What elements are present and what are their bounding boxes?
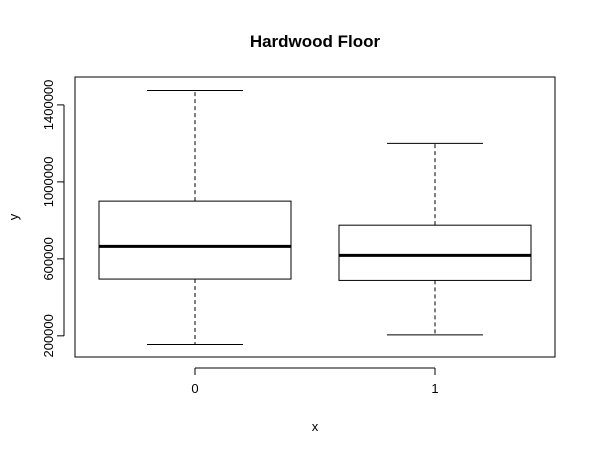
x-tick-label: 0 <box>191 381 198 396</box>
y-tick-label: 1400000 <box>41 80 56 131</box>
x-axis-label: x <box>312 419 319 434</box>
iqr-box <box>338 224 532 281</box>
y-tick-label: 1000000 <box>41 157 56 208</box>
iqr-box <box>98 200 292 280</box>
box-0 <box>98 89 292 345</box>
box-1 <box>338 142 532 336</box>
y-axis: 200000 600000 1000000 1400000 <box>41 80 65 358</box>
plot-frame <box>74 76 556 358</box>
y-tick-label: 600000 <box>41 237 56 280</box>
y-tick-label: 200000 <box>41 314 56 357</box>
chart-title: Hardwood Floor <box>250 32 381 51</box>
plot-layer <box>98 89 532 345</box>
x-tick-label: 1 <box>431 381 438 396</box>
y-axis-label: y <box>6 213 21 220</box>
